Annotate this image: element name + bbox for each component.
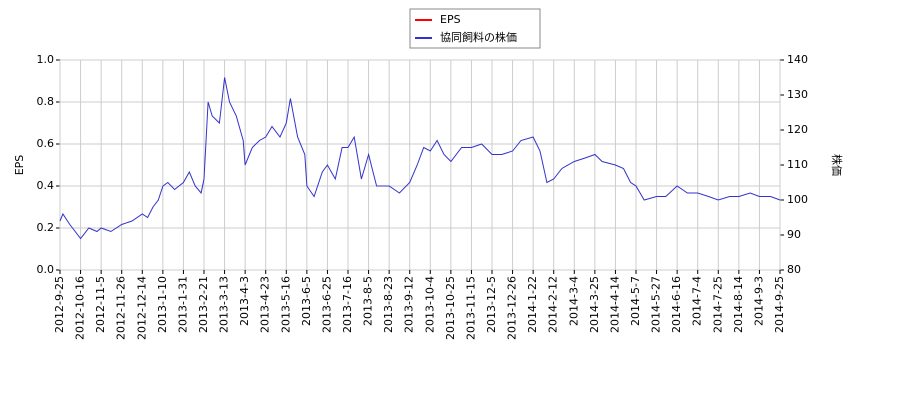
x-tick-label: 2013-8-5 — [362, 276, 375, 326]
y-tick-label: 0.8 — [37, 95, 55, 108]
y2-tick-label: 130 — [787, 88, 808, 101]
x-tick-label: 2014-8-14 — [732, 276, 745, 333]
x-tick-label: 2013-1-31 — [176, 276, 189, 333]
y-tick-label: 1.0 — [37, 53, 55, 66]
y2-tick-label: 80 — [787, 263, 801, 276]
x-tick-label: 2013-9-12 — [403, 276, 416, 333]
x-tick-label: 2013-8-23 — [382, 276, 395, 333]
x-tick-label: 2013-6-25 — [320, 276, 333, 333]
x-tick-label: 2014-9-25 — [773, 276, 786, 333]
x-tick-label: 2013-12-26 — [506, 276, 519, 340]
price-line — [59, 77, 781, 240]
x-tick-label: 2014-7-25 — [711, 276, 724, 333]
x-tick-label: 2014-7-4 — [691, 276, 704, 326]
y2-tick-label: 90 — [787, 228, 801, 241]
x-tick-label: 2014-1-22 — [526, 276, 539, 333]
x-tick-label: 2012-9-25 — [53, 276, 66, 333]
x-tick-label: 2014-2-12 — [547, 276, 560, 333]
x-tick-label: 2013-6-5 — [300, 276, 313, 326]
legend-label: EPS — [440, 13, 461, 26]
x-tick-label: 2014-4-14 — [608, 276, 621, 333]
x-tick-label: 2013-11-15 — [464, 276, 477, 340]
x-tick-label: 2013-3-13 — [218, 276, 231, 333]
y2-axis-label: 株価 — [830, 154, 844, 176]
y2-tick-label: 120 — [787, 123, 808, 136]
x-tick-label: 2014-3-4 — [567, 276, 580, 326]
x-tick-label: 2013-10-25 — [444, 276, 457, 340]
x-tick-label: 2012-11-26 — [115, 276, 128, 340]
x-tick-label: 2013-12-5 — [485, 276, 498, 333]
y2-tick-label: 110 — [787, 158, 808, 171]
y-tick-label: 0.4 — [37, 179, 55, 192]
x-tick-label: 2013-7-16 — [341, 276, 354, 333]
x-tick-label: 2014-9-3 — [752, 276, 765, 326]
x-tick-label: 2013-1-10 — [156, 276, 169, 333]
x-tick-label: 2013-5-16 — [279, 276, 292, 333]
x-tick-label: 2014-6-16 — [670, 276, 683, 333]
y-tick-label: 0.6 — [37, 137, 55, 150]
x-tick-label: 2012-10-16 — [74, 276, 87, 340]
y2-tick-label: 100 — [787, 193, 808, 206]
x-tick-label: 2014-5-7 — [629, 276, 642, 326]
y-tick-label: 0.0 — [37, 263, 55, 276]
x-tick-label: 2013-10-4 — [423, 276, 436, 333]
legend-label: 協同飼料の株価 — [440, 30, 517, 44]
y2-tick-label: 140 — [787, 53, 808, 66]
plot-frame — [59, 59, 781, 271]
x-tick-label: 2012-12-14 — [135, 276, 148, 340]
legend-box — [409, 8, 541, 49]
x-tick-label: 2013-4-3 — [238, 276, 251, 326]
x-tick-label: 2013-4-23 — [259, 276, 272, 333]
x-tick-label: 2013-2-21 — [197, 276, 210, 333]
x-tick-label: 2014-3-25 — [588, 276, 601, 333]
x-tick-label: 2012-11-5 — [94, 276, 107, 333]
y-tick-label: 0.2 — [37, 221, 55, 234]
x-tick-label: 2014-5-27 — [650, 276, 663, 333]
y-axis-label: EPS — [13, 155, 26, 176]
